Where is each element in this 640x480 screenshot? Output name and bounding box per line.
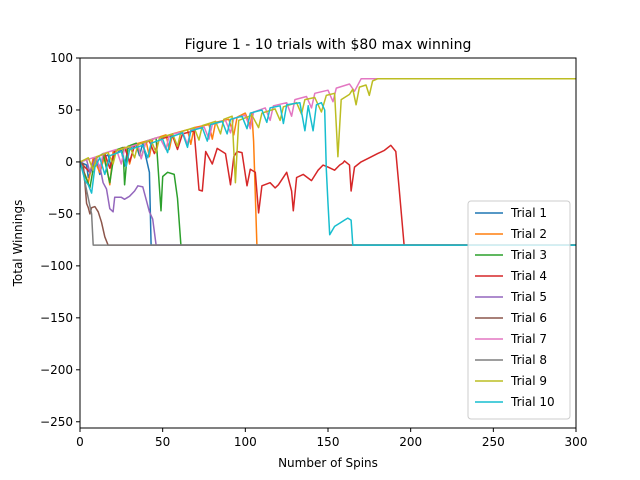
x-tick-label: 200 xyxy=(399,435,422,449)
series-line-trial-4 xyxy=(80,130,576,246)
legend: Trial 1 Trial 2 Trial 3 Trial 4 Trial 5 Trial… xyxy=(467,200,571,420)
x-tick-label: 50 xyxy=(155,435,170,449)
legend-label-trial-9: Trial 9 xyxy=(510,374,547,388)
legend-label-trial-6: Trial 6 xyxy=(510,311,547,325)
x-axis-label: Number of Spins xyxy=(278,456,378,470)
legend-label-trial-2: Trial 2 xyxy=(510,227,547,241)
y-axis-label: Total Winnings xyxy=(11,200,25,288)
x-axis: 0 50 100 150 200 250 300 xyxy=(76,428,587,449)
legend-label-trial-5: Trial 5 xyxy=(510,290,547,304)
legend-label-trial-7: Trial 7 xyxy=(510,332,547,346)
legend-label-trial-4: Trial 4 xyxy=(510,269,547,283)
series-line-trial-10 xyxy=(80,101,576,246)
legend-label-trial-8: Trial 8 xyxy=(510,353,547,367)
legend-label-trial-10: Trial 10 xyxy=(510,395,555,409)
x-tick-label: 100 xyxy=(234,435,257,449)
y-tick-label: −250 xyxy=(40,415,73,429)
y-tick-label: 100 xyxy=(50,51,73,65)
legend-label-trial-3: Trial 3 xyxy=(510,248,547,262)
x-tick-label: 0 xyxy=(76,435,84,449)
y-tick-label: −50 xyxy=(48,207,73,221)
y-axis: −250 −200 −150 −100 −50 0 50 100 xyxy=(40,51,80,429)
series-line-trial-9 xyxy=(80,78,576,184)
legend-label-trial-1: Trial 1 xyxy=(510,206,547,220)
series-line-trial-6 xyxy=(80,161,576,246)
series-lines xyxy=(80,78,576,246)
plot-area xyxy=(79,57,577,429)
y-tick-label: −100 xyxy=(40,259,73,273)
y-tick-label: 0 xyxy=(65,155,73,169)
y-tick-label: −150 xyxy=(40,311,73,325)
y-tick-label: 50 xyxy=(58,103,73,117)
series-line-trial-7 xyxy=(80,78,576,170)
x-tick-label: 150 xyxy=(317,435,340,449)
chart-title: Figure 1 - 10 trials with $80 max winnin… xyxy=(185,37,472,53)
x-tick-label: 250 xyxy=(482,435,505,449)
series-line-trial-5 xyxy=(80,158,576,246)
y-tick-label: −200 xyxy=(40,363,73,377)
x-tick-label: 300 xyxy=(565,435,588,449)
